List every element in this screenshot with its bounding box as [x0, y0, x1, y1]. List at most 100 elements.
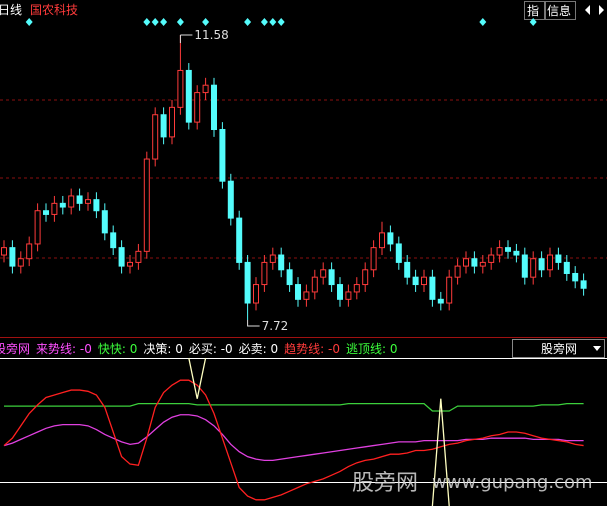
- legend-item: 快快: 0: [97, 342, 138, 356]
- signal-diamond: [25, 18, 33, 26]
- candle-body: [169, 106, 175, 138]
- watermark: 股旁网: [352, 471, 418, 496]
- candle-body: [521, 254, 528, 278]
- candle-body: [253, 284, 259, 304]
- candle-body: [421, 276, 427, 286]
- candle-body: [555, 254, 562, 263]
- candle-body: [152, 114, 159, 160]
- arrow-right[interactable]: [599, 5, 604, 15]
- candle-body: [59, 202, 66, 208]
- candle-body: [345, 291, 352, 300]
- watermark-url: www.gupang.com: [432, 472, 593, 493]
- candle-body: [101, 210, 108, 234]
- stock-name: 国农科技: [30, 3, 78, 17]
- period-label: 日线: [0, 3, 22, 17]
- candle-body: [538, 258, 545, 271]
- candle-body: [328, 269, 335, 286]
- signal-diamond: [160, 18, 168, 26]
- candle-body: [547, 254, 553, 271]
- candle-body: [118, 247, 125, 267]
- signal-diamond: [151, 18, 159, 26]
- legend-item: 决策: 0: [143, 342, 183, 356]
- candle-body: [454, 265, 461, 278]
- button-frame[interactable]: [545, 1, 576, 20]
- signal-diamond: [176, 18, 184, 26]
- candle-body: [320, 269, 327, 278]
- candle-body: [429, 276, 436, 300]
- candle-body: [353, 284, 360, 293]
- candle-body: [110, 232, 117, 249]
- button[interactable]: 指: [527, 3, 539, 18]
- candle-body: [68, 195, 75, 208]
- indicator-legend: 股旁网 来势线: -0 快快: 0 决策: 0 必买: -0 必卖: 0 趋势线: -0 逃顶…: [0, 340, 398, 358]
- candle-body: [9, 247, 16, 267]
- candle-body: [437, 298, 444, 304]
- candle-body: [412, 276, 419, 286]
- legend-item: 必买: -0: [188, 342, 233, 356]
- dropdown-arrow[interactable]: [593, 346, 601, 351]
- candle-body: [580, 280, 587, 289]
- candle-body: [404, 261, 411, 278]
- candle-body: [295, 284, 301, 300]
- button[interactable]: 信息: [547, 3, 571, 18]
- candle-body: [93, 199, 100, 212]
- candle-body: [17, 258, 24, 267]
- candle-body: [177, 69, 184, 108]
- candle-body: [395, 243, 402, 263]
- candle-body: [202, 84, 209, 94]
- candle-body: [362, 269, 369, 286]
- arrow-left[interactable]: [585, 5, 590, 15]
- candle-body: [370, 247, 377, 271]
- indicator-line: [4, 402, 584, 412]
- candle-body: [127, 261, 133, 267]
- candle-body: [76, 195, 83, 204]
- candle-body: [244, 261, 251, 304]
- candle-body: [269, 254, 276, 263]
- candle-body: [227, 180, 234, 219]
- indicator-line: [188, 357, 450, 506]
- candle-body: [311, 276, 318, 293]
- legend-item: 必卖: 0: [238, 342, 279, 356]
- candle-body: [135, 250, 142, 263]
- candle-body: [387, 232, 394, 245]
- candle-body: [85, 199, 91, 204]
- candle-body: [1, 247, 7, 256]
- candle-body: [563, 261, 570, 274]
- candle-body: [211, 84, 217, 131]
- dropdown-label[interactable]: 股旁网: [541, 341, 577, 356]
- candle-body: [286, 269, 293, 286]
- candle-body: [143, 158, 150, 252]
- candle-body: [160, 114, 167, 138]
- signal-diamond: [479, 18, 487, 26]
- legend-item: 来势线: -0: [36, 342, 92, 356]
- candle-body: [446, 276, 453, 304]
- candle-body: [278, 254, 285, 271]
- annotation-line: [247, 320, 260, 327]
- candle-body: [219, 129, 226, 182]
- high-label: 11.58: [194, 28, 228, 42]
- candle-body: [34, 210, 41, 245]
- candle-body: [303, 291, 310, 300]
- candle-body: [194, 92, 201, 123]
- signal-diamond: [244, 18, 252, 26]
- candle-body: [479, 261, 486, 267]
- dropdown[interactable]: [512, 339, 605, 358]
- legend-item: 趋势线: -0: [284, 342, 340, 356]
- candle-body: [51, 202, 58, 215]
- candle-body: [530, 258, 537, 278]
- legend-item: 股旁网: [0, 342, 31, 356]
- candle-body: [236, 217, 243, 263]
- signal-diamond: [277, 18, 285, 26]
- candle-body: [463, 258, 469, 267]
- candle-body: [379, 232, 385, 249]
- candle-body: [572, 272, 579, 282]
- candle-body: [43, 210, 49, 215]
- legend-item: 逃顶线: 0: [346, 342, 398, 356]
- signal-diamond: [269, 18, 277, 26]
- signal-diamond: [202, 18, 210, 26]
- candle-body: [488, 254, 495, 263]
- candle-body: [471, 258, 478, 267]
- signal-diamond: [143, 18, 151, 26]
